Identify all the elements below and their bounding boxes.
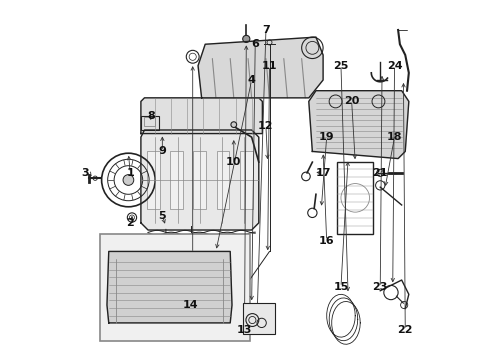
Bar	[193, 152, 206, 208]
Bar	[144, 117, 155, 126]
Text: 22: 22	[397, 325, 412, 335]
Text: 12: 12	[258, 121, 273, 131]
Polygon shape	[308, 91, 408, 158]
Bar	[337, 162, 372, 234]
Bar	[170, 152, 183, 208]
Text: 13: 13	[236, 325, 252, 335]
Text: 19: 19	[318, 132, 334, 142]
Bar	[141, 116, 159, 130]
Text: 6: 6	[251, 39, 259, 49]
Polygon shape	[141, 130, 258, 230]
Polygon shape	[107, 251, 231, 323]
Polygon shape	[141, 98, 262, 134]
Text: 24: 24	[386, 61, 402, 71]
Text: 4: 4	[247, 75, 255, 85]
Text: 11: 11	[261, 61, 277, 71]
Text: 1: 1	[126, 168, 134, 178]
Text: 17: 17	[315, 168, 330, 178]
Text: 20: 20	[343, 96, 359, 107]
Text: 7: 7	[262, 25, 269, 35]
Text: 5: 5	[158, 211, 166, 221]
Text: 23: 23	[372, 282, 387, 292]
Text: 9: 9	[158, 147, 166, 157]
Bar	[216, 152, 229, 208]
Polygon shape	[198, 37, 323, 98]
Bar	[242, 303, 274, 334]
Text: 25: 25	[333, 61, 348, 71]
Circle shape	[230, 122, 236, 127]
Text: 8: 8	[147, 111, 155, 121]
Bar	[147, 152, 160, 208]
Text: 14: 14	[183, 300, 198, 310]
Bar	[100, 234, 249, 341]
Text: 3: 3	[81, 168, 89, 178]
Text: 16: 16	[318, 236, 334, 246]
Text: 15: 15	[333, 282, 348, 292]
Text: 10: 10	[225, 157, 241, 167]
Bar	[240, 152, 252, 208]
Text: 2: 2	[126, 218, 134, 228]
Circle shape	[242, 35, 249, 42]
Text: 18: 18	[386, 132, 402, 142]
Circle shape	[123, 175, 134, 185]
Text: 21: 21	[372, 168, 387, 178]
